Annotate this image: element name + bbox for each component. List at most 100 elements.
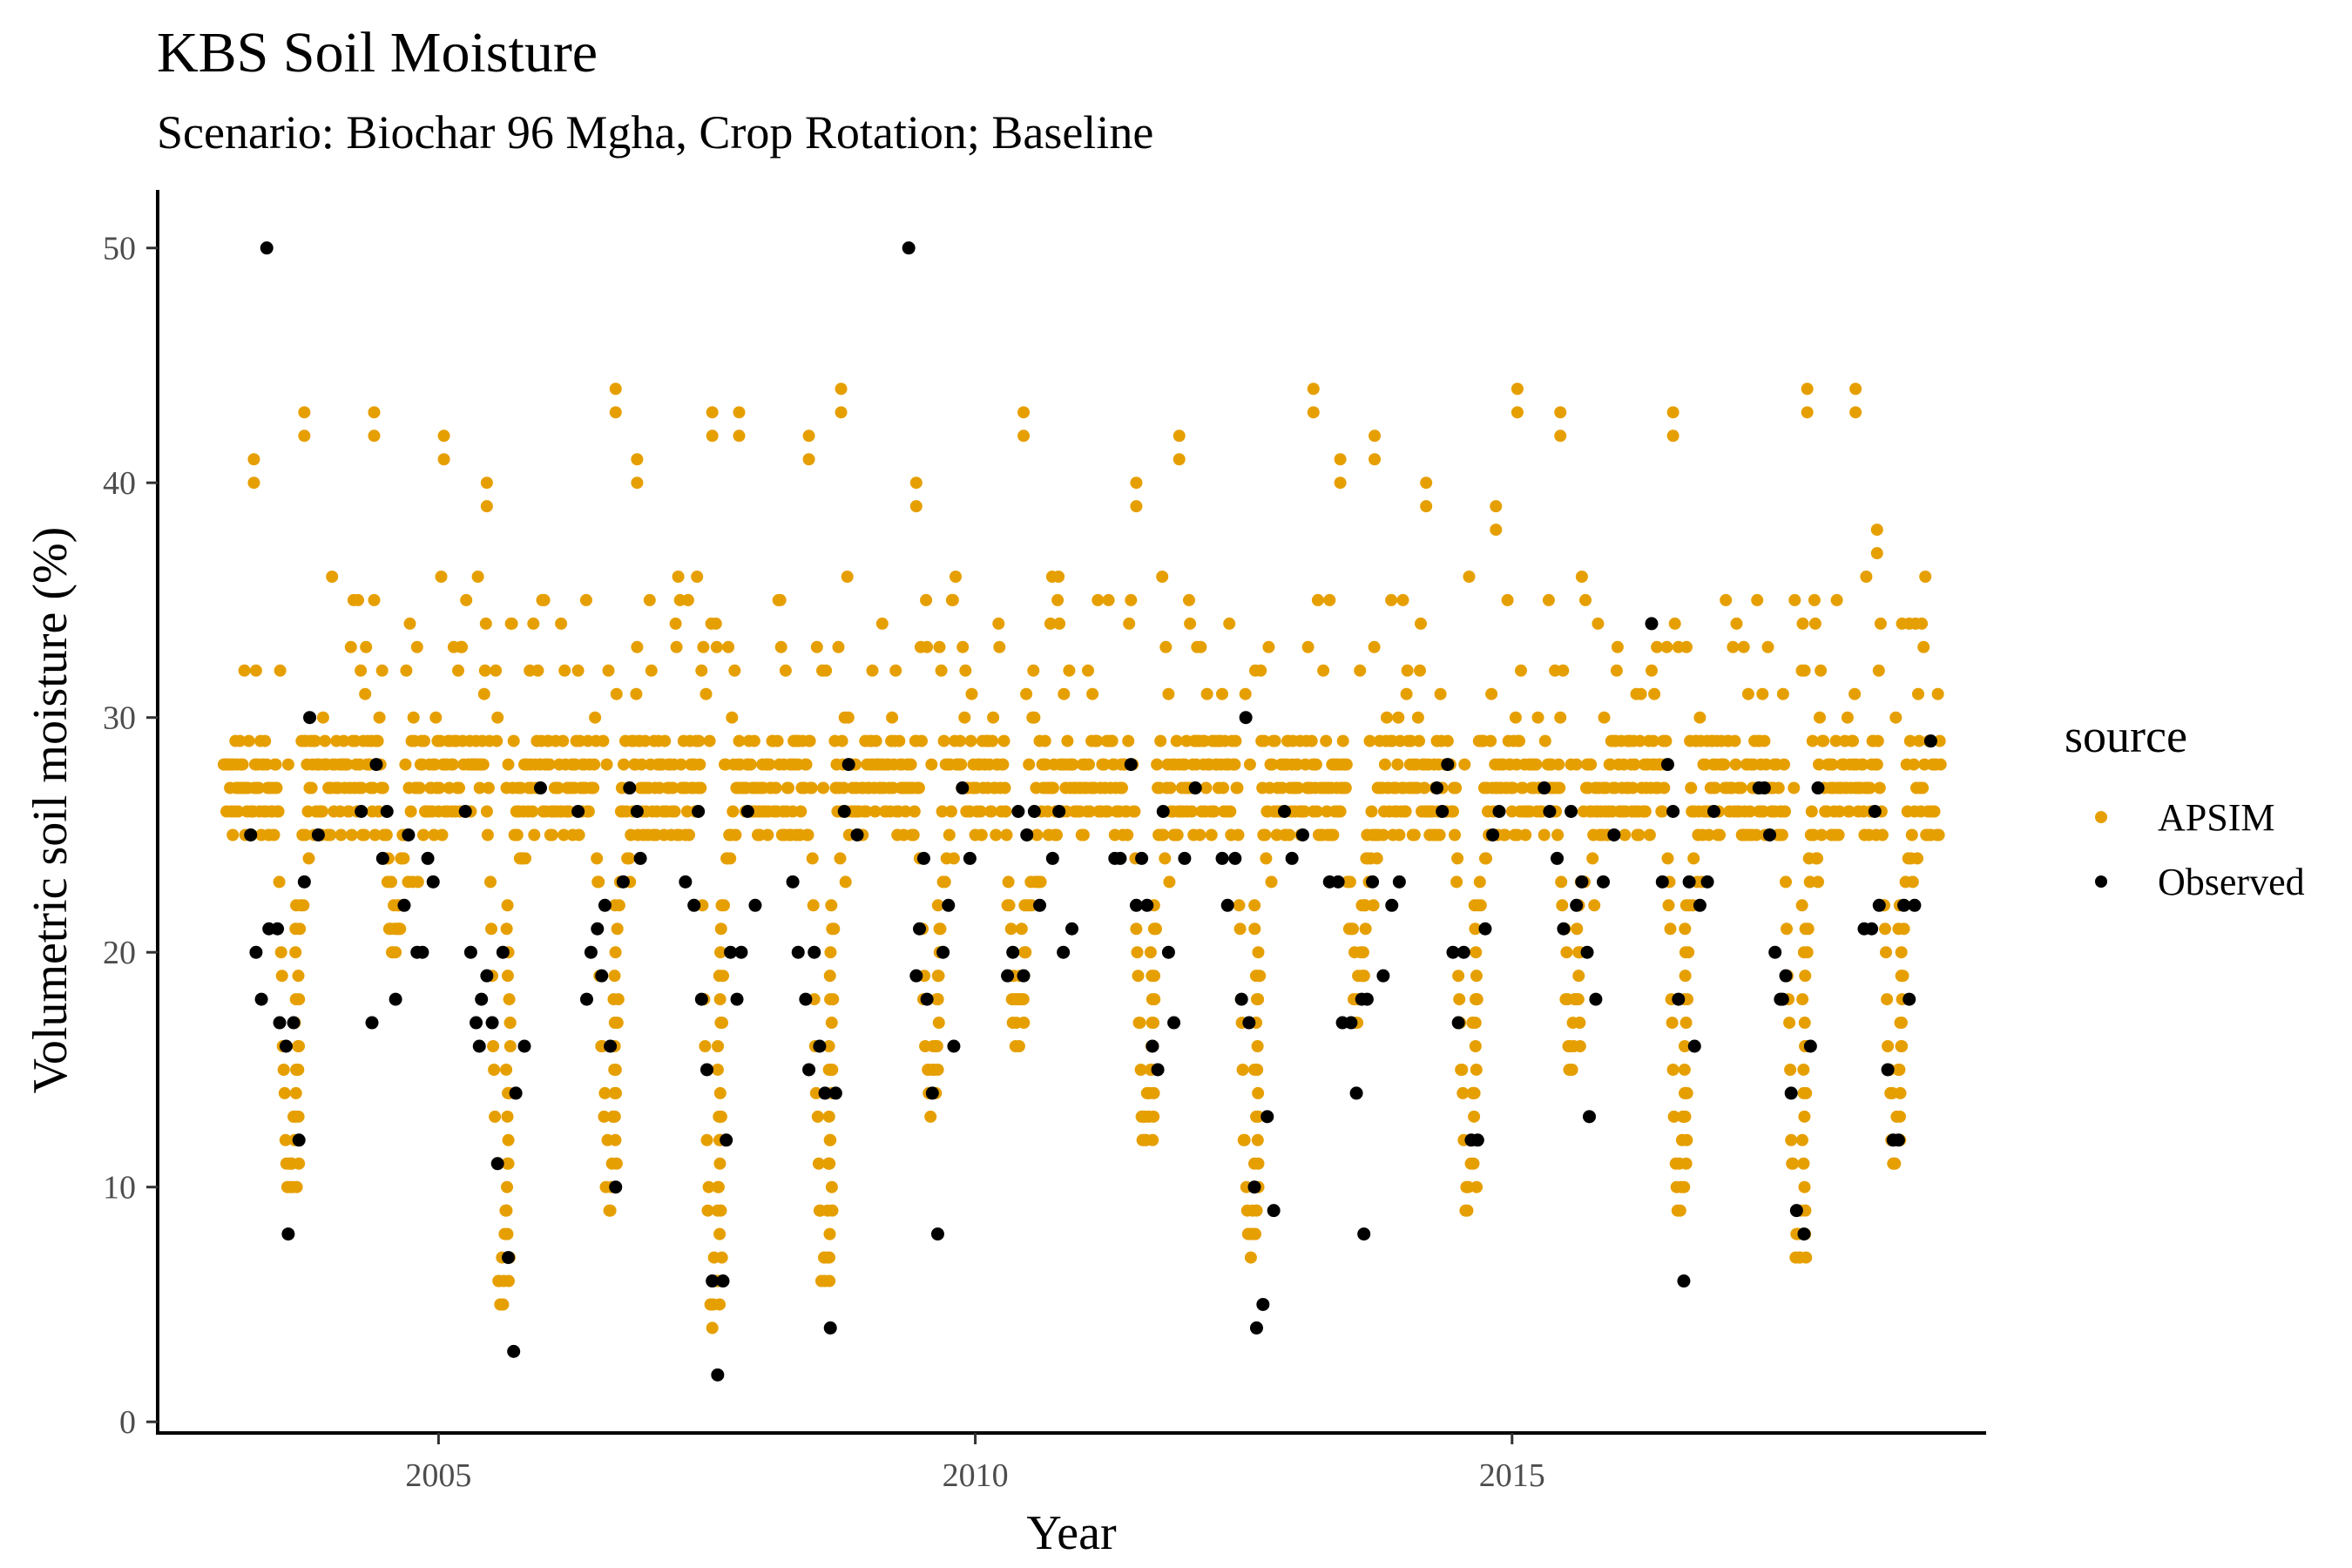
apsim-spike-point xyxy=(1554,406,1567,419)
apsim-point xyxy=(1788,781,1801,794)
apsim-point xyxy=(1484,734,1497,747)
apsim-point xyxy=(1327,828,1340,841)
apsim-point xyxy=(1680,1133,1693,1146)
apsim-point xyxy=(1896,1040,1909,1053)
apsim-point xyxy=(706,1321,719,1335)
apsim-point xyxy=(410,640,423,653)
apsim-point xyxy=(1557,664,1570,677)
apsim-point xyxy=(1239,687,1252,700)
apsim-point xyxy=(1585,758,1598,771)
observed-point xyxy=(1687,1039,1701,1053)
apsim-point xyxy=(932,1017,945,1030)
apsim-point xyxy=(1830,593,1843,606)
apsim-point xyxy=(1826,758,1839,771)
apsim-point xyxy=(1903,734,1916,747)
apsim-point xyxy=(476,758,490,771)
apsim-spike-point xyxy=(1511,406,1524,419)
apsim-point xyxy=(672,571,685,583)
chart-title: KBS Soil Moisture xyxy=(157,21,598,84)
apsim-point xyxy=(1368,640,1381,653)
apsim-point xyxy=(1848,687,1862,700)
apsim-point xyxy=(1551,828,1565,841)
observed-point xyxy=(595,969,609,983)
observed-point xyxy=(1392,875,1406,889)
apsim-point xyxy=(482,781,495,794)
apsim-point xyxy=(1130,923,1143,936)
apsim-point xyxy=(1470,1180,1484,1193)
apsim-point xyxy=(1817,734,1830,747)
legend-title: source xyxy=(2065,710,2187,762)
observed-point xyxy=(1597,875,1611,889)
apsim-point xyxy=(471,571,484,583)
apsim-point xyxy=(335,828,348,841)
apsim-point xyxy=(537,593,551,606)
apsim-point xyxy=(501,1110,514,1123)
apsim-point xyxy=(1359,923,1372,936)
apsim-point xyxy=(1091,734,1104,747)
apsim-point xyxy=(763,758,776,771)
observed-point xyxy=(604,1039,618,1053)
apsim-point xyxy=(1038,734,1051,747)
observed-point xyxy=(287,1016,301,1030)
apsim-point xyxy=(822,1110,835,1123)
apsim-point xyxy=(1797,946,1810,959)
apsim-point xyxy=(946,593,959,606)
apsim-point xyxy=(889,664,902,677)
observed-point xyxy=(786,875,800,889)
apsim-point xyxy=(592,875,605,889)
apsim-point xyxy=(1418,781,1431,794)
apsim-point xyxy=(435,571,448,583)
chart-subtitle: Scenario: Biochar 96 Mgha, Crop Rotation… xyxy=(157,106,1153,159)
apsim-point xyxy=(1148,993,1161,1006)
apsim-point xyxy=(782,781,794,794)
x-tick-label: 2005 xyxy=(405,1457,471,1494)
apsim-point xyxy=(1063,664,1076,677)
apsim-point xyxy=(1343,875,1356,889)
x-axis-title: Year xyxy=(1026,1506,1117,1560)
apsim-spike-point xyxy=(1870,524,1883,537)
apsim-point xyxy=(293,1040,306,1053)
apsim-point xyxy=(1260,852,1273,865)
apsim-point xyxy=(817,781,829,794)
apsim-point xyxy=(1660,640,1673,653)
observed-point xyxy=(507,1344,521,1358)
observed-point xyxy=(1285,851,1299,865)
apsim-point xyxy=(1004,923,1017,936)
apsim-point xyxy=(1462,1180,1475,1193)
apsim-point xyxy=(1027,664,1040,677)
apsim-point xyxy=(1414,664,1426,677)
apsim-point xyxy=(1116,781,1128,794)
observed-point xyxy=(837,805,851,818)
apsim-point xyxy=(710,640,723,653)
apsim-point xyxy=(389,946,402,959)
apsim-point xyxy=(810,640,823,653)
apsim-spike-point xyxy=(1307,382,1320,395)
apsim-point xyxy=(724,852,737,865)
apsim-point xyxy=(631,640,644,653)
apsim-point xyxy=(292,1063,305,1076)
observed-point xyxy=(700,1063,713,1077)
apsim-point xyxy=(1102,593,1115,606)
apsim-point xyxy=(1775,828,1788,841)
observed-point xyxy=(1011,805,1025,818)
apsim-point xyxy=(289,993,302,1006)
apsim-point xyxy=(453,781,465,794)
apsim-point xyxy=(608,1110,621,1123)
apsim-point xyxy=(702,1180,715,1193)
observed-point xyxy=(791,945,805,959)
apsim-point xyxy=(1311,593,1324,606)
apsim-spike-point xyxy=(1307,406,1320,419)
apsim-point xyxy=(1662,899,1675,912)
apsim-point xyxy=(507,734,520,747)
apsim-point xyxy=(259,734,272,747)
apsim-point xyxy=(1363,734,1376,747)
observed-point xyxy=(956,781,970,795)
apsim-point xyxy=(1788,593,1801,606)
observed-point xyxy=(1151,1063,1165,1077)
apsim-spike-point xyxy=(1870,547,1883,560)
apsim-point xyxy=(1667,1110,1680,1123)
apsim-point xyxy=(1646,664,1658,677)
apsim-point xyxy=(1340,758,1353,771)
apsim-point xyxy=(822,1251,835,1264)
apsim-point xyxy=(806,852,819,865)
